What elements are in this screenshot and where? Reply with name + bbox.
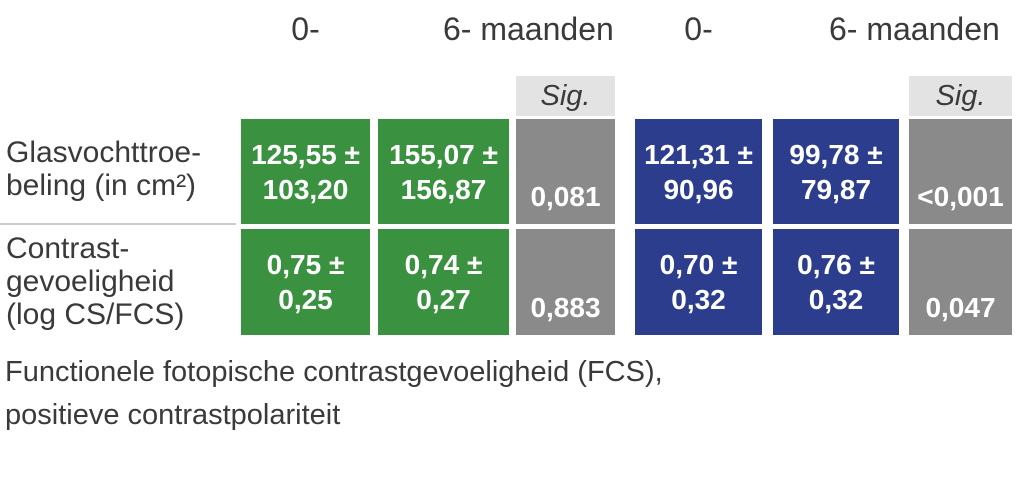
cell-value-line: 155,07 ± xyxy=(389,138,498,170)
figure-caption: Functionele fotopische contrastgevoeligh… xyxy=(5,351,663,437)
cell-value-line: 90,96 xyxy=(663,173,734,205)
cell-row2-sig-left: 0,883 xyxy=(516,229,615,335)
column-header-6-months-right: 6- maanden xyxy=(829,11,1000,47)
cell-value-line: 0,32 xyxy=(671,284,726,315)
cell-value-line: 125,55 ± xyxy=(251,138,360,170)
cell-value-line: 103,20 xyxy=(262,173,349,205)
sig-value: 0,047 xyxy=(925,292,996,323)
cell-value-line: 0,75 ± xyxy=(266,249,345,280)
cell-row1-sig-right: <0,001 xyxy=(909,119,1012,224)
cell-row2-blue-6m: 0,76 ± 0,32 xyxy=(773,229,899,335)
cell-value-line: 0,70 ± xyxy=(659,249,738,280)
row-label-line: gevoeligheid xyxy=(6,265,175,298)
row-label-line: (log CS/FCS) xyxy=(6,298,185,331)
cell-row1-green-0m: 125,55 ± 103,20 xyxy=(241,119,370,224)
cell-row1-blue-0m: 121,31 ± 90,96 xyxy=(635,119,762,224)
cell-row2-green-0m: 0,75 ± 0,25 xyxy=(241,229,370,335)
cell-value-line: 156,87 xyxy=(400,173,487,205)
caption-line: positieve contrastpolariteit xyxy=(5,399,341,431)
row-label-glasvochttroebeling: Glasvochttroe- beling (in cm²) xyxy=(6,136,201,202)
sig-value: 0,883 xyxy=(530,292,601,323)
cell-row2-sig-right: 0,047 xyxy=(909,229,1012,335)
sig-value: 0,081 xyxy=(530,181,601,212)
cell-value-line: 121,31 ± xyxy=(644,138,753,170)
cell-value-line: 0,25 xyxy=(278,284,333,315)
column-header-0-months-right: 0- xyxy=(684,11,713,47)
cell-value-line: 0,32 xyxy=(808,284,864,315)
row-label-line: Contrast- xyxy=(6,232,130,265)
cell-row2-green-6m: 0,74 ± 0,27 xyxy=(378,229,509,335)
cell-row1-blue-6m: 99,78 ± 79,87 xyxy=(773,119,899,224)
row-label-line: beling (in cm²) xyxy=(6,169,197,202)
row-label-line: Glasvochttroe- xyxy=(6,136,202,169)
cell-value-line: 0,74 ± xyxy=(404,249,483,280)
cell-row2-blue-0m: 0,70 ± 0,32 xyxy=(635,229,762,335)
column-header-6-months-left: 6- maanden xyxy=(443,11,614,47)
row-label-contrastgevoeligheid: Contrast- gevoeligheid (log CS/FCS) xyxy=(6,232,184,331)
sig-value: <0,001 xyxy=(917,181,1004,212)
cell-value-line: 79,87 xyxy=(800,173,872,205)
sig-column-header-left: Sig. xyxy=(516,76,615,116)
cell-row1-green-6m: 155,07 ± 156,87 xyxy=(378,119,509,224)
caption-line: Functionele fotopische contrastgevoeligh… xyxy=(5,356,663,388)
cell-value-line: 0,76 ± xyxy=(797,249,875,280)
cell-value-line: 0,27 xyxy=(416,284,471,315)
column-header-0-months-left: 0- xyxy=(291,11,320,47)
cell-row1-sig-left: 0,081 xyxy=(516,119,615,224)
sig-column-header-right: Sig. xyxy=(909,76,1012,116)
row-divider xyxy=(0,223,236,225)
cell-value-line: 99,78 ± xyxy=(789,138,883,170)
